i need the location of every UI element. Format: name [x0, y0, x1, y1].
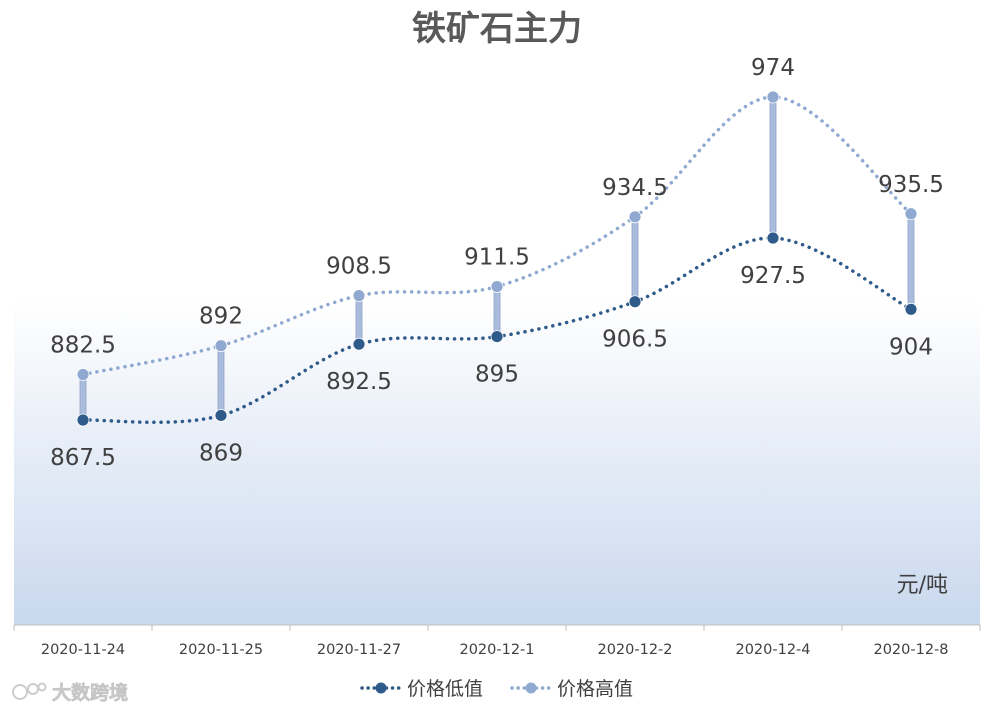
x-tick-label: 2020-11-27: [317, 642, 401, 658]
high-low-connector: [217, 345, 225, 416]
marker-low: [214, 409, 228, 422]
data-label-low: 904: [889, 334, 933, 360]
legend-swatch-marker-low: [375, 682, 387, 694]
data-label-high: 974: [751, 55, 795, 81]
marker-low: [352, 337, 366, 351]
marker-low: [628, 295, 642, 309]
marker-high: [214, 339, 228, 353]
plot-background: [14, 300, 980, 625]
marker-high: [76, 368, 90, 381]
x-tick-label: 2020-12-8: [873, 642, 948, 658]
series-markers: [76, 90, 918, 427]
marker-low: [904, 302, 918, 316]
legend-item-low: 价格低值: [360, 678, 483, 700]
data-label-high: 911.5: [464, 245, 530, 271]
data-label-high: 935.5: [878, 172, 944, 198]
high-low-connector: [631, 216, 639, 303]
marker-high: [766, 90, 780, 104]
x-tick-label: 2020-12-4: [735, 642, 810, 658]
legend-label-low: 价格低值: [407, 678, 483, 700]
marker-low: [76, 413, 90, 427]
marker-low: [766, 231, 780, 245]
x-tick-label: 2020-11-25: [179, 642, 263, 658]
data-label-high: 908.5: [326, 254, 392, 280]
chart-title: 铁矿石主力: [412, 9, 582, 49]
data-label-low: 867.5: [50, 445, 116, 471]
high-low-connector: [355, 295, 363, 345]
legend-swatch-marker-high: [525, 682, 537, 694]
high-low-connector: [907, 213, 915, 310]
x-tick-label: 2020-12-1: [459, 642, 534, 658]
legend: 价格低值 价格高值: [360, 678, 633, 700]
marker-high: [352, 289, 366, 303]
data-label-high: 934.5: [602, 175, 668, 201]
x-tick-label: 2020-11-24: [41, 642, 125, 658]
data-label-low: 906.5: [602, 327, 668, 353]
x-axis-ticks: [13, 625, 981, 631]
unit-label: 元/吨: [897, 573, 948, 598]
marker-high: [904, 207, 918, 221]
data-label-low: 869: [199, 440, 243, 466]
x-axis-tick-labels: 2020-11-24 2020-11-25 2020-11-27 2020-12-1 2…: [41, 642, 949, 658]
watermark-logo-icon: [12, 682, 47, 700]
data-label-high: 882.5: [50, 333, 116, 359]
marker-high: [490, 280, 504, 293]
watermark: 大数跨境: [12, 681, 128, 704]
data-labels: 867.5 869 892.5 895 906.5 927.5 904 882.5 892 908…: [50, 55, 944, 471]
data-label-low: 892.5: [326, 369, 392, 395]
high-low-connector: [79, 374, 87, 421]
high-low-connector: [769, 96, 777, 239]
data-label-low: 927.5: [740, 263, 806, 289]
watermark-text: 大数跨境: [52, 681, 128, 704]
legend-item-high: 价格高值: [510, 678, 633, 700]
high-low-connector: [493, 286, 501, 337]
data-label-low: 895: [475, 362, 519, 388]
legend-label-high: 价格高值: [557, 678, 633, 700]
marker-low: [490, 330, 504, 343]
data-label-high: 892: [199, 304, 243, 330]
marker-high: [628, 210, 642, 224]
x-tick-label: 2020-12-2: [597, 642, 672, 658]
